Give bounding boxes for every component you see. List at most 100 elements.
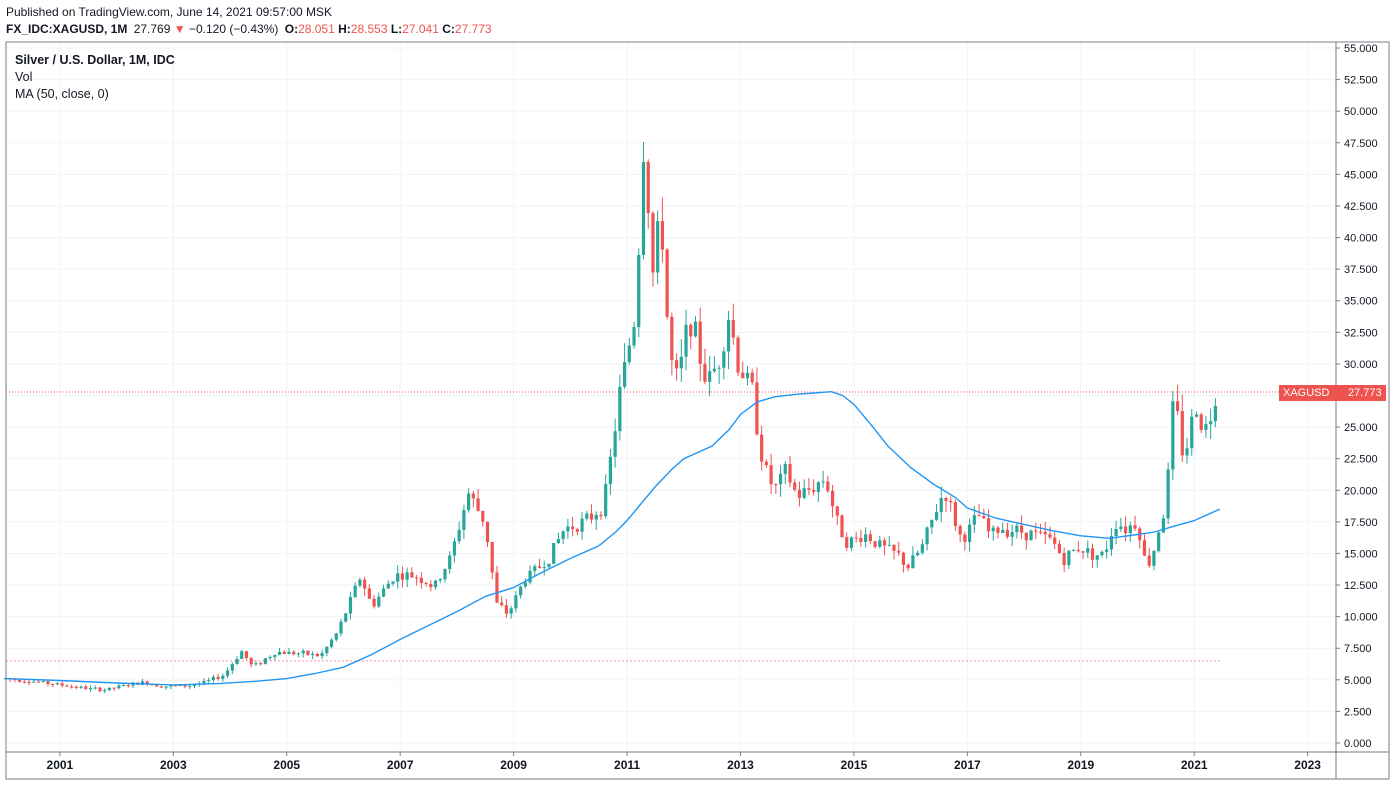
y-tick-label: 7.500 <box>1344 643 1372 655</box>
candle-body <box>1185 448 1189 456</box>
candle-body <box>849 537 854 548</box>
candle-body <box>556 539 561 544</box>
candle-body <box>854 537 858 539</box>
x-tick-label: 2015 <box>841 758 868 772</box>
candle-body <box>329 639 334 647</box>
y-tick-label: 12.500 <box>1344 580 1378 592</box>
candle-body <box>448 555 452 570</box>
low-value: 27.041 <box>402 22 439 36</box>
candle-body <box>353 585 357 598</box>
candle-body <box>637 254 641 328</box>
y-tick-label: 25.000 <box>1344 422 1378 434</box>
candle-body <box>968 524 972 542</box>
candle-body <box>646 162 650 214</box>
candle-body <box>986 518 991 532</box>
candle-body <box>920 544 924 553</box>
candle-body <box>259 663 263 665</box>
legend-title[interactable]: Silver / U.S. Dollar, 1M, IDC <box>15 53 175 67</box>
candle-body <box>60 683 64 686</box>
candle-body <box>764 461 768 466</box>
candle-body <box>396 573 400 582</box>
candle-body <box>708 371 712 382</box>
legend-ma[interactable]: MA (50, close, 0) <box>15 87 109 101</box>
candle-body <box>240 651 244 660</box>
candle-body <box>164 686 168 688</box>
ma-line <box>5 390 1220 686</box>
price-change: −0.120 (−0.43%) <box>188 22 279 36</box>
y-tick-label: 42.500 <box>1344 201 1378 213</box>
candle-body <box>410 572 414 578</box>
candle-body <box>273 654 277 657</box>
candle-body <box>991 527 995 532</box>
candle-body <box>679 356 683 369</box>
x-tick-label: 2019 <box>1067 758 1094 772</box>
candle-body <box>500 602 504 606</box>
candle-body <box>415 577 419 579</box>
candle-body <box>140 681 145 685</box>
candle-body <box>1029 530 1033 541</box>
candle-body <box>1213 406 1217 422</box>
candle-body <box>504 605 509 614</box>
candle-body <box>1053 537 1057 544</box>
candle-body <box>381 588 386 597</box>
candle-body <box>868 534 872 542</box>
candle-body <box>873 541 877 547</box>
candle-body <box>438 579 442 581</box>
candle-body <box>74 686 78 688</box>
candle-body <box>878 540 882 547</box>
candle-body <box>88 688 93 690</box>
time-axis[interactable]: 2001 2003 2005 2007 2009 2011 2013 2015 2017 2019… <box>47 752 1322 772</box>
candle-body <box>84 686 88 690</box>
candle-body <box>65 685 69 687</box>
candle-body <box>1095 555 1099 560</box>
candle-body <box>419 577 423 584</box>
candle-body <box>32 681 36 683</box>
candle-body <box>1114 529 1118 536</box>
candle-body <box>173 685 178 687</box>
candlestick-series <box>3 142 1217 694</box>
candle-body <box>263 658 267 664</box>
candle-body <box>689 324 693 337</box>
candle-body <box>27 681 31 683</box>
y-tick-label: 17.500 <box>1344 517 1378 529</box>
candle-body <box>722 351 726 368</box>
candle-body <box>1209 421 1213 425</box>
candle-body <box>155 684 159 687</box>
price-axis[interactable]: 0.000 2.500 5.000 7.500 10.000 12.500 15.000 17… <box>1336 43 1378 750</box>
candle-body <box>462 510 466 530</box>
candle-body <box>741 372 745 379</box>
candle-body <box>51 683 55 685</box>
price-tag-value: 27.773 <box>1348 387 1382 399</box>
candle-body <box>311 653 315 655</box>
y-tick-label: 52.500 <box>1344 75 1378 87</box>
candle-body <box>159 686 164 688</box>
candle-body <box>670 316 674 361</box>
symbol-name[interactable]: FX_IDC:XAGUSD, 1M <box>6 22 128 36</box>
candle-body <box>1105 549 1109 552</box>
candle-body <box>1123 526 1128 534</box>
candle-body <box>429 584 433 588</box>
candle-body <box>778 473 783 485</box>
candle-body <box>523 582 527 587</box>
y-tick-label: 50.000 <box>1344 106 1378 118</box>
candle-body <box>452 541 457 556</box>
candle-body <box>736 337 740 373</box>
candle-body <box>632 327 636 346</box>
y-tick-label: 5.000 <box>1344 675 1372 687</box>
candle-body <box>55 683 60 685</box>
candle-body <box>533 566 537 571</box>
candle-body <box>1076 550 1080 552</box>
candle-body <box>282 651 286 655</box>
candle-body <box>542 567 546 569</box>
candle-body <box>344 613 348 622</box>
low-label: L: <box>390 22 403 36</box>
candle-body <box>925 527 929 545</box>
candle-body <box>622 362 627 387</box>
candle-body <box>618 386 622 432</box>
legend-volume[interactable]: Vol <box>15 70 33 84</box>
candle-body <box>897 550 901 553</box>
candle-body <box>731 319 735 338</box>
candle-body <box>1175 401 1180 412</box>
candle-body <box>495 572 499 603</box>
